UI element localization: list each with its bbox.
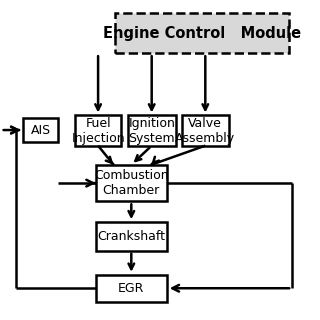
FancyBboxPatch shape (96, 275, 167, 302)
FancyBboxPatch shape (96, 165, 167, 201)
Text: Engine Control   Module: Engine Control Module (103, 26, 301, 41)
FancyBboxPatch shape (128, 116, 176, 146)
Text: Combustion
Chamber: Combustion Chamber (94, 169, 169, 197)
Text: EGR: EGR (118, 282, 145, 295)
FancyBboxPatch shape (75, 116, 122, 146)
FancyBboxPatch shape (182, 116, 229, 146)
Text: Fuel
Injection: Fuel Injection (71, 116, 125, 145)
Text: AIS: AIS (31, 124, 51, 137)
FancyBboxPatch shape (116, 13, 289, 53)
Text: Ignition
System: Ignition System (128, 116, 175, 145)
FancyBboxPatch shape (96, 222, 167, 251)
Text: Valve
Assembly: Valve Assembly (175, 116, 236, 145)
FancyBboxPatch shape (23, 118, 58, 142)
Text: Crankshaft: Crankshaft (97, 230, 165, 243)
